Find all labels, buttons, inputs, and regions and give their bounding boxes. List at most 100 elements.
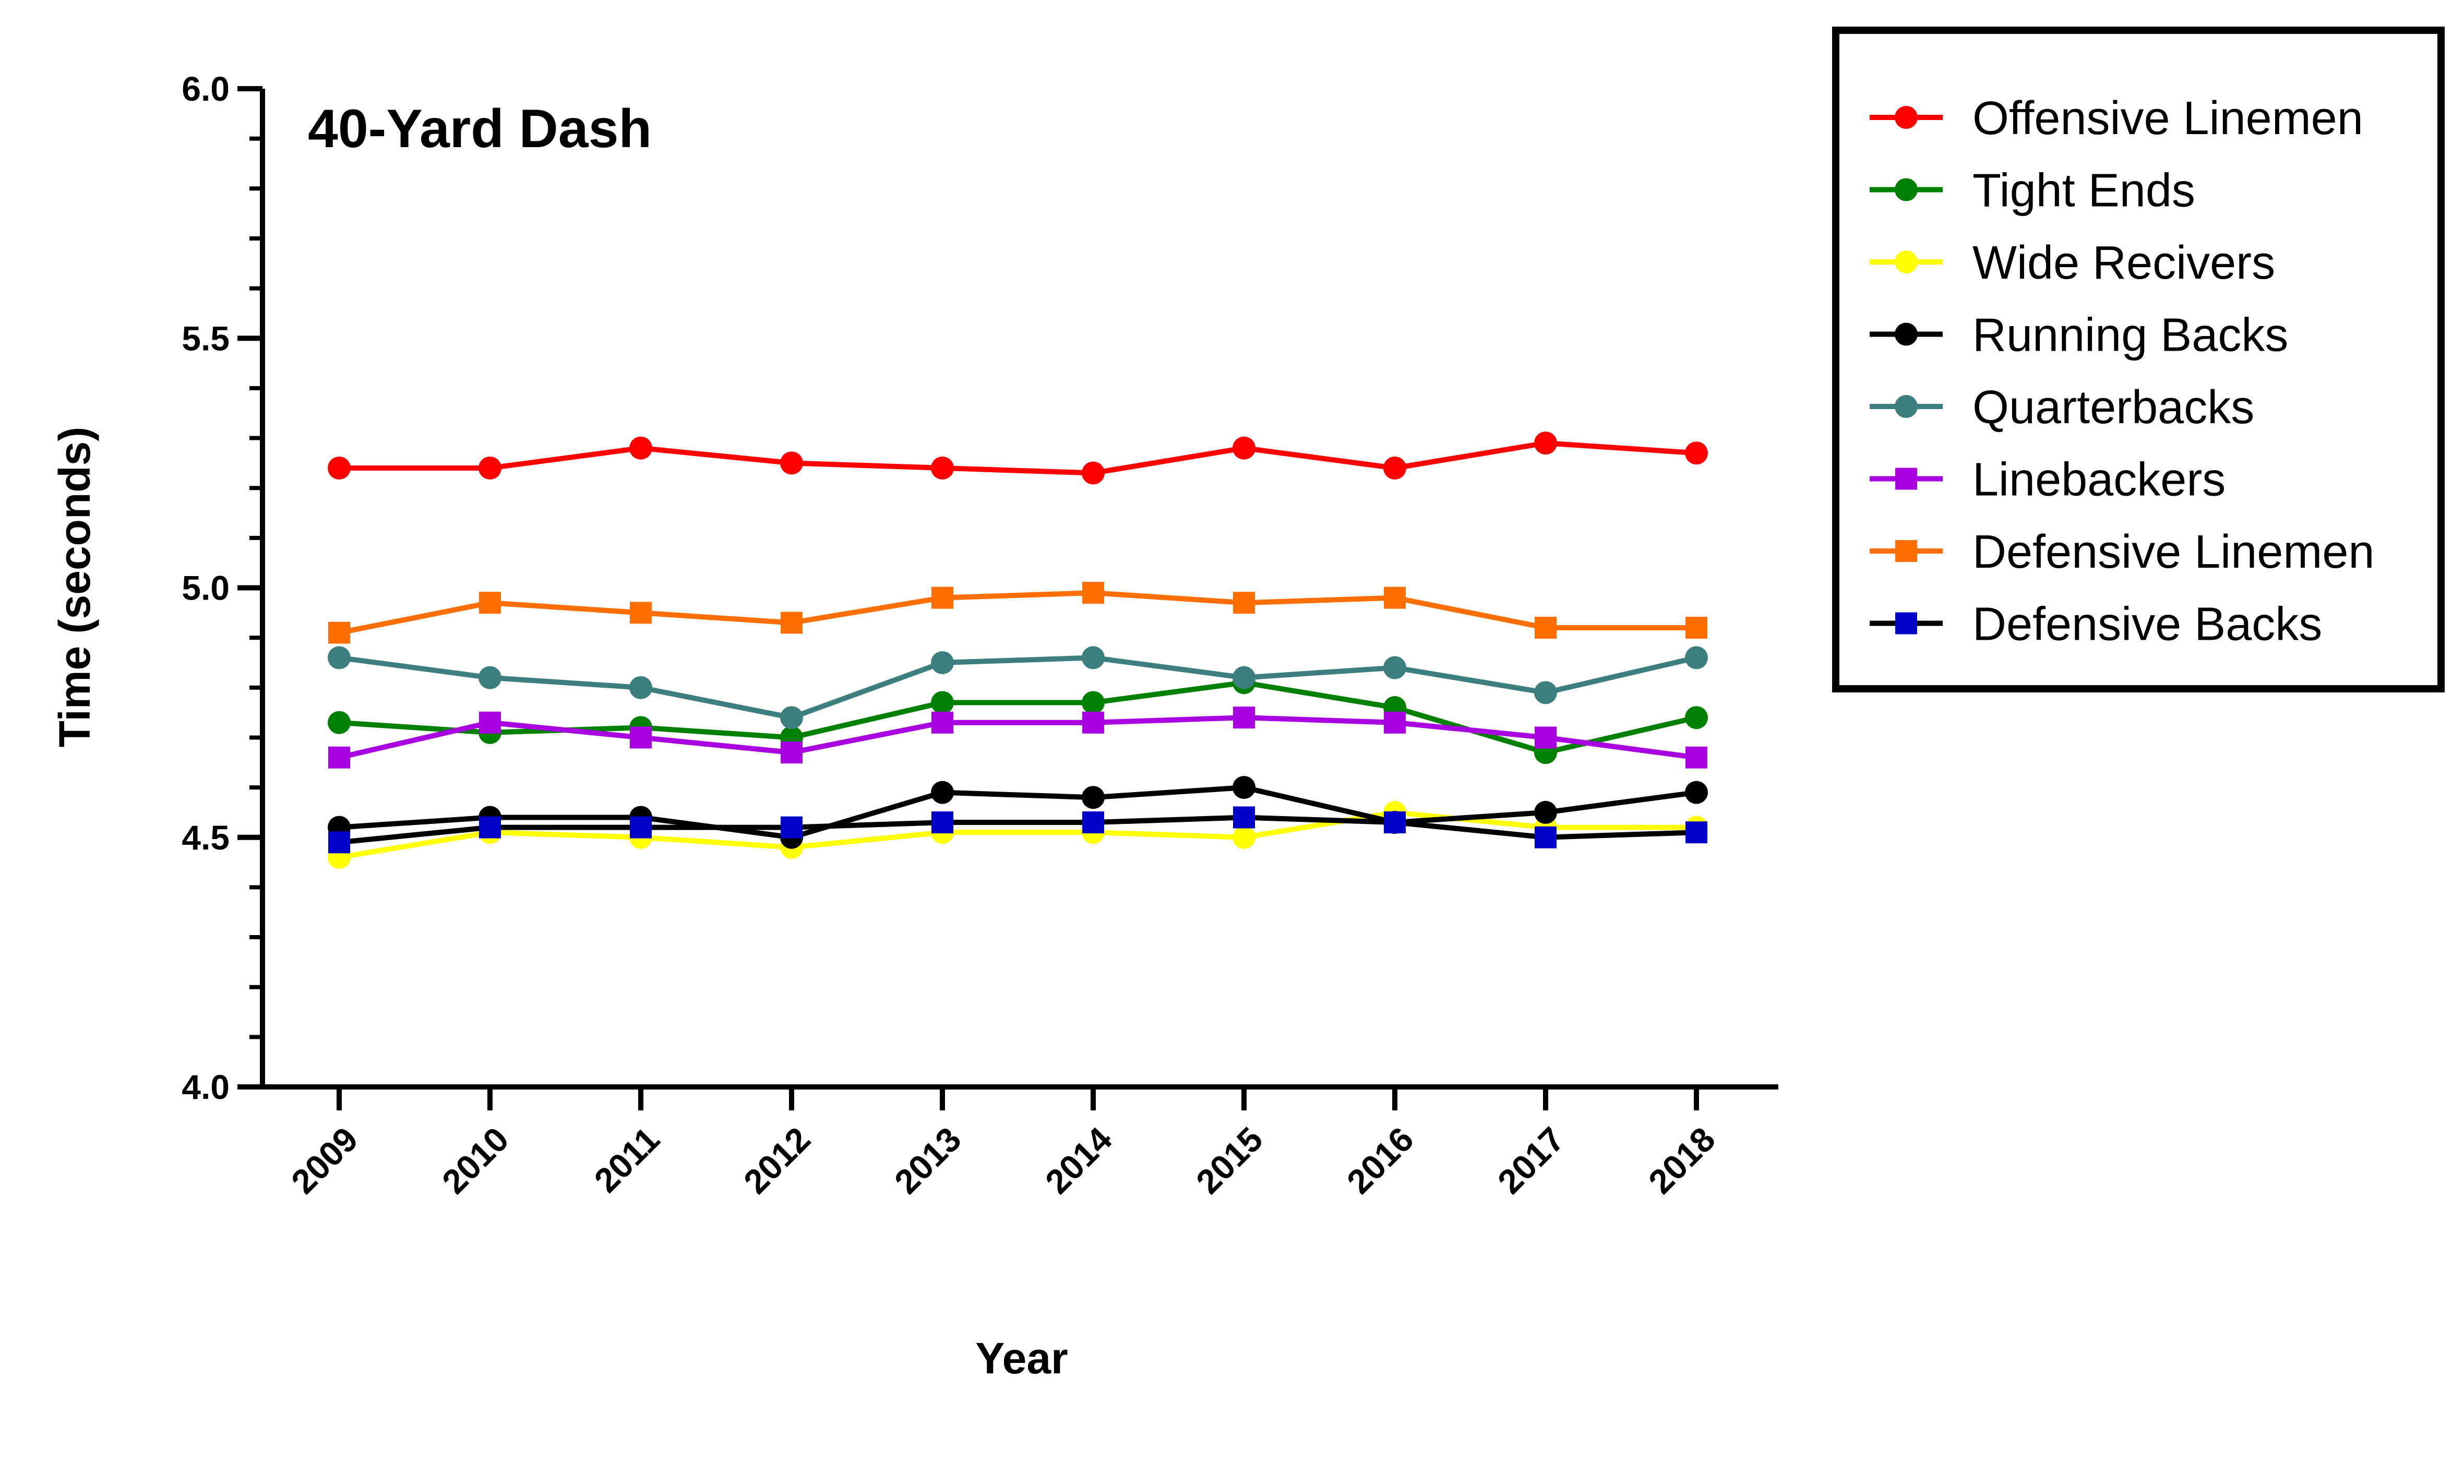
series-defensive-linemen xyxy=(328,582,1707,644)
y-tick-label: 4.5 xyxy=(182,818,230,857)
legend-label: Wide Recivers xyxy=(1972,237,2275,289)
x-tick-label: 2012 xyxy=(736,1120,818,1201)
x-tick-label: 2015 xyxy=(1189,1120,1270,1201)
data-point xyxy=(479,816,501,839)
data-point xyxy=(1535,726,1557,749)
data-point xyxy=(1685,821,1707,844)
data-point xyxy=(1082,711,1104,734)
data-point xyxy=(1685,746,1707,769)
data-point xyxy=(931,587,953,609)
chart-title: 40-Yard Dash xyxy=(308,99,652,159)
legend-marker xyxy=(1895,322,1918,346)
axis-ticks: 4.0 4.5 5.0 5.5 6.0 2009 2010 2011 2012 2013 2014 2… xyxy=(182,69,1723,1201)
data-point xyxy=(1384,811,1406,834)
data-point xyxy=(1534,681,1557,704)
legend-marker xyxy=(1895,395,1918,418)
data-point xyxy=(1082,811,1104,834)
data-point xyxy=(328,746,350,769)
series-line xyxy=(339,815,1697,845)
series-offensive-linemen xyxy=(328,432,1708,485)
series-line xyxy=(339,440,1697,476)
axes xyxy=(260,89,1778,1090)
data-point xyxy=(1685,781,1708,804)
series-layer xyxy=(328,432,1708,869)
legend-item: Wide Recivers xyxy=(1870,237,2275,289)
data-point xyxy=(1535,826,1557,848)
data-point xyxy=(328,621,350,644)
x-tick-label: 2014 xyxy=(1038,1119,1119,1201)
y-tick-label: 4.0 xyxy=(182,1068,230,1106)
data-point xyxy=(630,816,652,839)
data-point xyxy=(1233,436,1255,460)
series-line xyxy=(339,590,1696,636)
data-point xyxy=(1082,461,1105,485)
legend-marker xyxy=(1895,178,1918,201)
data-point xyxy=(1383,456,1406,480)
data-point xyxy=(781,816,803,839)
data-point xyxy=(1233,707,1255,729)
data-point xyxy=(1233,592,1255,614)
data-point xyxy=(479,666,501,689)
data-point xyxy=(1384,587,1406,609)
data-point xyxy=(328,831,350,854)
data-point xyxy=(629,436,652,460)
data-point xyxy=(1233,806,1255,829)
data-point xyxy=(1383,656,1406,679)
y-axis-title: Time (seconds) xyxy=(50,427,99,748)
x-tick-label: 2009 xyxy=(284,1120,365,1201)
data-point xyxy=(328,646,351,669)
x-tick-label: 2016 xyxy=(1339,1120,1421,1201)
data-point xyxy=(1082,691,1105,714)
data-point xyxy=(630,726,652,749)
data-point xyxy=(781,741,803,764)
legend-item: Linebackers xyxy=(1870,454,2226,506)
y-tick-label: 5.0 xyxy=(182,569,230,607)
legend-marker xyxy=(1895,250,1918,273)
legend-label: Defensive Linemen xyxy=(1972,526,2374,578)
series-defensive-backs xyxy=(328,806,1707,854)
series-line xyxy=(339,785,1697,840)
legend-item: Defensive Backs xyxy=(1870,599,2322,651)
data-point xyxy=(1082,646,1105,669)
y-tick-label: 5.5 xyxy=(182,319,230,357)
data-point xyxy=(1685,706,1708,729)
x-tick-label: 2018 xyxy=(1641,1120,1723,1201)
data-point xyxy=(1535,617,1557,639)
data-point xyxy=(1082,582,1104,604)
series-line xyxy=(339,680,1697,756)
data-point xyxy=(931,711,953,734)
data-point xyxy=(1534,432,1557,455)
data-point xyxy=(479,711,501,734)
data-point xyxy=(479,456,501,480)
data-point xyxy=(931,456,954,480)
data-point xyxy=(931,651,954,674)
series-linebackers xyxy=(328,707,1707,769)
data-point xyxy=(479,592,501,614)
data-point xyxy=(931,781,954,804)
data-point xyxy=(1233,776,1255,799)
series-quarterbacks xyxy=(328,646,1708,729)
legend-item: Quarterbacks xyxy=(1870,381,2254,434)
data-point xyxy=(1685,646,1708,669)
data-point xyxy=(328,711,351,734)
data-point xyxy=(1233,666,1255,689)
x-tick-label: 2017 xyxy=(1490,1120,1572,1201)
legend-label: Defensive Backs xyxy=(1972,599,2322,651)
y-tick-label: 6.0 xyxy=(182,69,230,108)
legend-marker xyxy=(1895,612,1917,635)
data-point xyxy=(629,676,652,699)
data-point xyxy=(931,691,954,714)
legend-label: Linebackers xyxy=(1972,454,2226,506)
x-tick-label: 2010 xyxy=(435,1120,516,1201)
x-tick-label: 2011 xyxy=(587,1120,667,1200)
legend-marker xyxy=(1895,540,1917,562)
legend-marker xyxy=(1895,468,1917,490)
data-point xyxy=(780,451,803,475)
legend-item: Defensive Linemen xyxy=(1870,526,2374,578)
data-point xyxy=(931,811,953,834)
x-axis-title: Year xyxy=(975,1334,1068,1383)
series-line xyxy=(338,715,1697,760)
series-line xyxy=(339,655,1697,721)
data-point xyxy=(1685,441,1708,465)
